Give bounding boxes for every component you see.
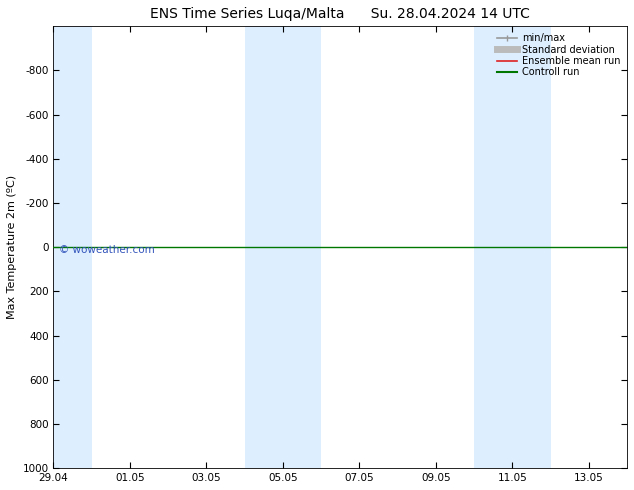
Legend: min/max, Standard deviation, Ensemble mean run, Controll run: min/max, Standard deviation, Ensemble me…	[496, 31, 622, 79]
Title: ENS Time Series Luqa/Malta      Su. 28.04.2024 14 UTC: ENS Time Series Luqa/Malta Su. 28.04.202…	[150, 7, 530, 21]
Bar	[474, 26, 550, 468]
Bar	[245, 26, 321, 468]
Y-axis label: Max Temperature 2m (ºC): Max Temperature 2m (ºC)	[7, 175, 17, 319]
Bar	[53, 26, 92, 468]
Text: © woweather.com: © woweather.com	[59, 245, 155, 255]
